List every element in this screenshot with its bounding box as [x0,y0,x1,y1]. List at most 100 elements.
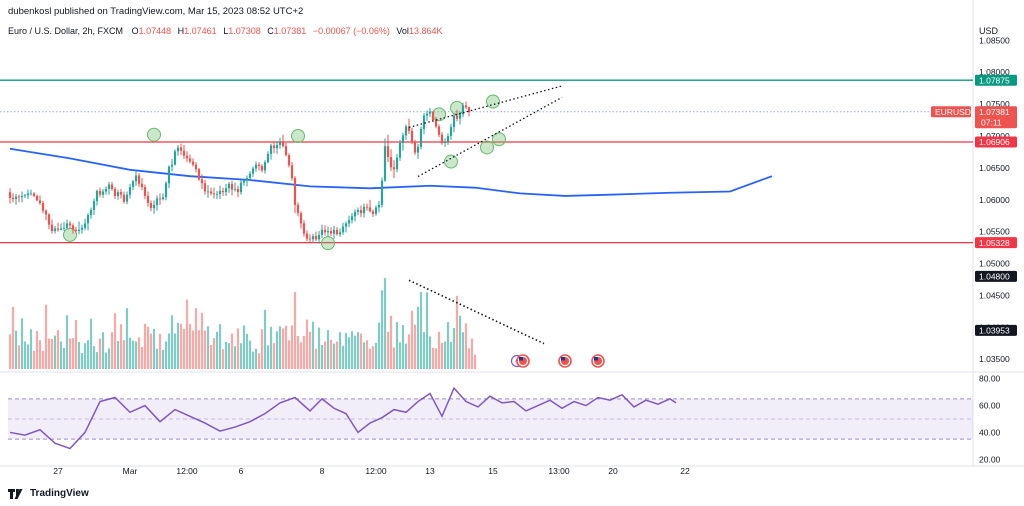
volume-bar [272,343,276,369]
close-value: 1.07381 [273,26,307,36]
volume-bar [395,322,399,369]
tradingview-brand[interactable]: TradingView [8,488,89,499]
candle-body [320,229,324,235]
volume-bar [134,341,138,369]
candle-body [350,216,354,221]
volume-bar [329,339,333,369]
volume-bar [161,349,165,369]
candle-body [413,141,417,153]
symbol-tag: EURUSD [935,107,971,117]
candle-body [155,198,159,205]
candle-body [47,214,51,225]
price-tick-label: 1.06500 [979,163,1010,173]
volume-bar [113,313,117,369]
volume-bar [356,332,360,369]
pivot-marker [432,107,446,122]
candle-body [434,120,438,127]
volume-bar [203,330,207,369]
candle-body [389,157,393,168]
volume-bar [26,344,30,369]
high-value: 1.07461 [184,26,217,36]
candle-body [461,105,465,115]
time-tick-label: 27 [53,466,63,476]
volume-bar [326,330,330,369]
volume-bar [248,340,252,369]
candle-body [218,190,222,195]
volume-bar [242,325,246,369]
volume-bar [179,323,183,369]
candle-body [383,146,387,181]
volume-bar [290,325,294,369]
price-tick-label: 1.05000 [979,259,1010,269]
candle-body [158,198,162,200]
candle-body [392,167,396,170]
volume-bar [104,352,108,369]
volume-bar [212,338,216,369]
price-tick-label: 1.05500 [979,227,1010,237]
volume-bar [335,341,339,369]
candle-body [131,181,135,188]
candle-body [149,202,153,209]
time-tick-label: 8 [320,466,325,476]
volume-bar [62,347,66,369]
volume-bar [299,342,303,369]
volume-bar [428,336,432,369]
candle-body [77,229,81,232]
candle-body [287,155,291,166]
candle-body [437,126,441,135]
symbol-title: Euro / U.S. Dollar, 2h, FXCM [8,26,124,36]
candle-body [302,223,306,234]
volume-bar [47,338,51,369]
candle-body [245,178,249,181]
candle-body [14,196,18,200]
volume-bar [245,333,249,369]
volume-bar [8,334,12,369]
volume-bar [467,348,471,369]
candle-body [83,223,87,228]
candle-body [26,193,30,196]
candle-body [107,184,111,189]
candle-body [347,220,351,224]
candle-body [419,128,423,147]
candle-body [284,146,288,156]
time-tick-label: 15 [488,466,498,476]
candle-body [323,229,327,233]
volume-bar [314,348,318,369]
candle-body [161,197,165,200]
volume-bar [215,331,219,369]
candle-body [317,234,321,240]
volume-bar [182,328,186,369]
pivot-marker [444,154,458,169]
candle-body [71,225,75,230]
volume-bar [71,338,75,369]
volume-bar [65,315,69,369]
candle-body [281,142,285,147]
volume-bar [419,292,423,369]
time-tick-label: 12:00 [176,466,198,476]
candle-body [329,231,333,234]
candle-body [464,105,468,108]
volume-bar [308,331,312,369]
volume-bar [389,315,393,369]
candle-body [146,195,150,203]
volume-bar [11,306,15,369]
volume-bar [143,323,147,369]
candle-body [116,192,120,196]
volume-bar [461,332,465,369]
candle-body [467,107,471,112]
price-tick-label: 1.06000 [979,195,1010,205]
volume-bar [41,350,45,369]
candle-body [209,191,213,194]
volume-bar [239,343,243,369]
volume-value: 13.864K [408,26,443,36]
candle-body [173,151,177,165]
rsi-tick-label: 40.00 [979,427,1001,437]
volume-trendline [408,279,545,345]
candle-body [113,188,117,196]
volume-bar [14,330,18,369]
volume-bar [89,318,93,369]
candle-body [368,207,372,212]
volume-bar [323,341,327,369]
low-label: L [223,26,229,36]
